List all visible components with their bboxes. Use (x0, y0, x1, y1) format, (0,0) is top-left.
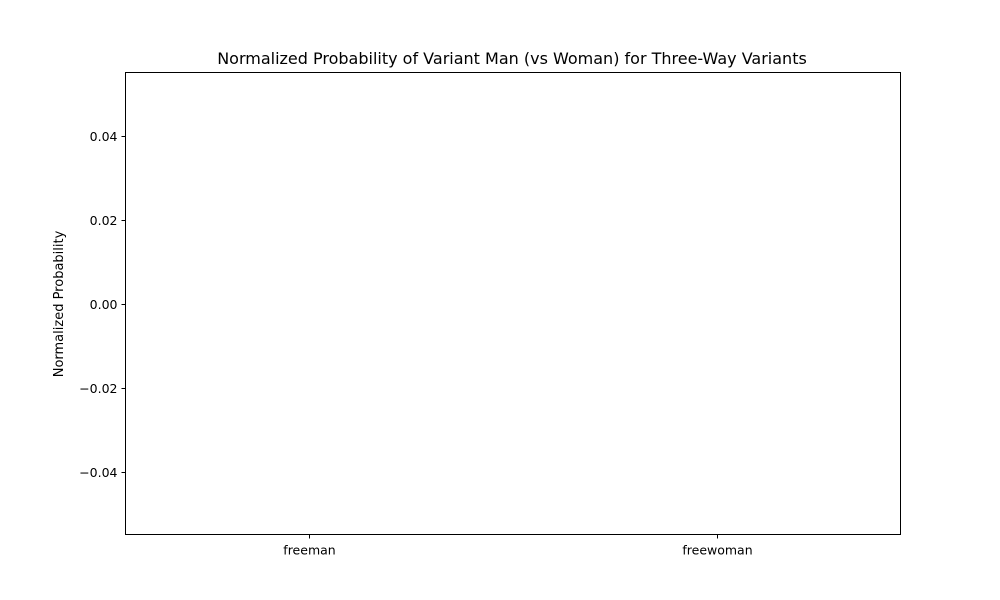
y-axis-ticks: 0.04 0.02 0.00 −0.02 −0.04 (79, 129, 126, 480)
y-tick-label: 0.02 (90, 213, 118, 228)
plot-area (125, 72, 901, 535)
y-tick-label: −0.04 (79, 465, 117, 480)
x-tick-label: freewoman (682, 543, 752, 558)
y-tick-label: 0.04 (90, 129, 118, 144)
y-tick-label: 0.00 (90, 297, 118, 312)
x-axis-ticks: freeman freewoman (283, 534, 753, 558)
chart-title: Normalized Probability of Variant Man (v… (217, 49, 807, 68)
x-tick-label: freeman (283, 543, 335, 558)
y-axis-label: Normalized Probability (52, 230, 67, 377)
y-tick-label: −0.02 (79, 381, 117, 396)
